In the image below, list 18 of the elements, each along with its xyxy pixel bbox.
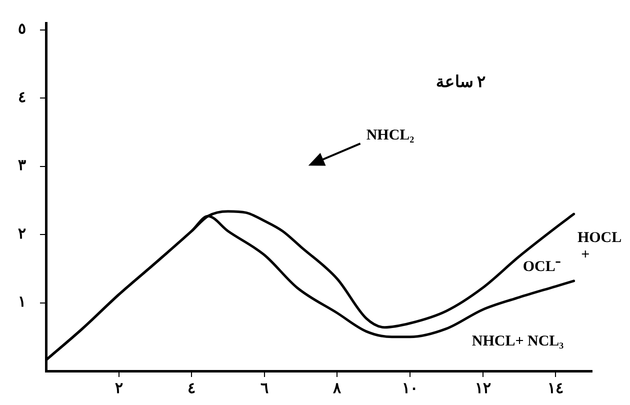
annotation: NHCL+ NCL₃ <box>472 334 564 350</box>
annotation: OCL⁻ <box>522 259 560 276</box>
y-tick-label: ٥ <box>18 22 26 38</box>
x-tick-label: ٤ <box>188 380 196 397</box>
annotation: + <box>581 246 590 263</box>
y-tick-label: ٤ <box>18 90 26 106</box>
text: ٢ ساعة <box>436 74 486 92</box>
x-tick-label: ٨ <box>332 380 342 397</box>
x-tick-label: ١٢ <box>474 380 491 397</box>
x-tick-label: ١٤ <box>548 380 564 397</box>
x-tick-label: ٢ <box>114 380 123 397</box>
x-tick-label: ٦ <box>260 380 268 397</box>
y-tick-label: ٢ <box>18 226 26 242</box>
annotation: NHCL₂ <box>366 127 415 144</box>
y-tick-label: ١ <box>18 294 26 311</box>
annotation: HOCL <box>577 230 622 246</box>
y-tick-label: ٣ <box>18 158 26 174</box>
x-tick-label: ١٠ <box>402 380 418 397</box>
